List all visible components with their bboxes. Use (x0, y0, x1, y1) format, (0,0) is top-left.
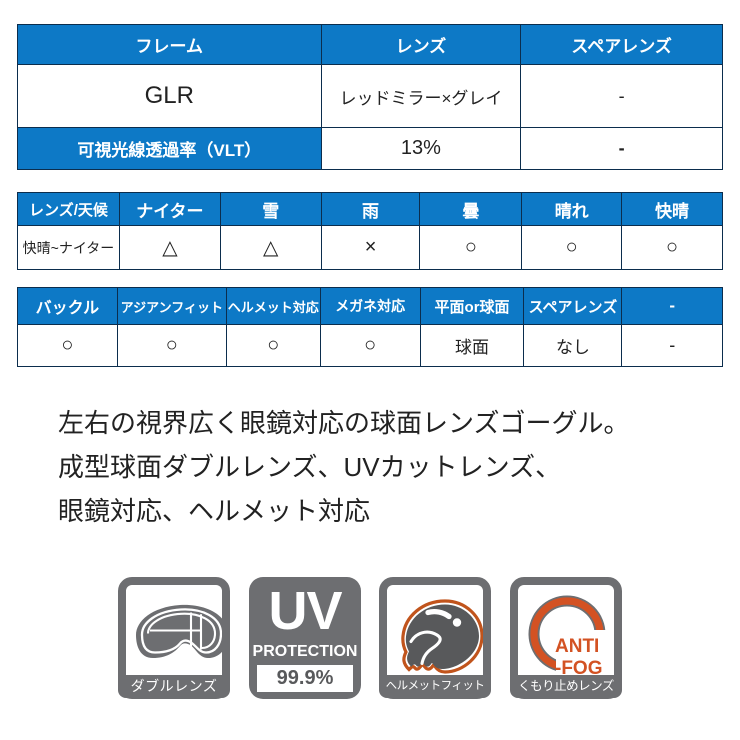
svg-text:ANTI: ANTI (555, 636, 599, 657)
